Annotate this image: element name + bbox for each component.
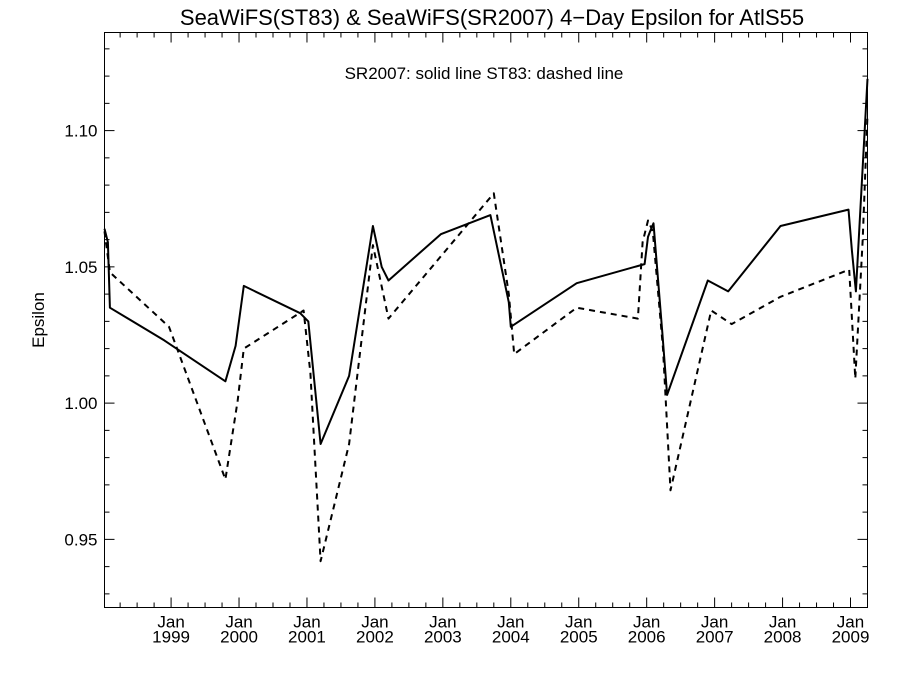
x-tick-year: 2008	[764, 628, 802, 647]
y-tick-label: 1.05	[64, 258, 97, 277]
st83-dashed-line	[103, 114, 869, 563]
x-tick-month: Jan	[361, 613, 388, 632]
x-tick-year: 2004	[492, 628, 530, 647]
x-tick-month: Jan	[837, 613, 864, 632]
x-tick-year: 1999	[152, 628, 190, 647]
x-tick-year: 2000	[220, 628, 258, 647]
x-tick-month: Jan	[565, 613, 592, 632]
x-tick-month: Jan	[293, 613, 320, 632]
x-tick-year: 2003	[424, 628, 462, 647]
x-tick-year: 2006	[628, 628, 666, 647]
x-tick-month: Jan	[157, 613, 184, 632]
y-axis-label: Epsilon	[29, 292, 48, 348]
line-style-annotation: SR2007: solid line ST83: dashed line	[345, 64, 624, 83]
x-tick-month: Jan	[429, 613, 456, 632]
x-tick-month: Jan	[701, 613, 728, 632]
sr2007-solid-line	[103, 78, 869, 445]
data-series	[103, 78, 869, 563]
x-tick-year: 2001	[288, 628, 326, 647]
x-tick-month: Jan	[633, 613, 660, 632]
x-tick-month: Jan	[225, 613, 252, 632]
x-tick-year: 2009	[832, 628, 870, 647]
y-tick-label: 1.00	[64, 394, 97, 413]
axis-ticks: 0.951.001.051.10Jan1999Jan2000Jan2001Jan…	[64, 32, 870, 647]
chart-title: SeaWiFS(ST83) & SeaWiFS(SR2007) 4−Day Ep…	[180, 5, 804, 30]
x-tick-month: Jan	[497, 613, 524, 632]
x-tick-year: 2005	[560, 628, 598, 647]
y-tick-label: 0.95	[64, 530, 97, 549]
x-tick-month: Jan	[769, 613, 796, 632]
x-tick-year: 2002	[356, 628, 394, 647]
y-tick-label: 1.10	[64, 122, 97, 141]
plot-frame	[104, 32, 868, 608]
x-tick-year: 2007	[696, 628, 734, 647]
